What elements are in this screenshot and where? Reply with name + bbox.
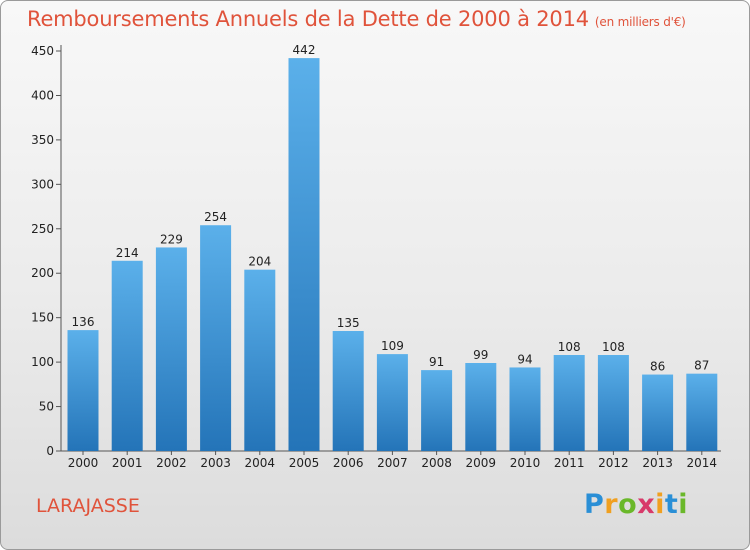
proxiti-logo: Proxiti <box>584 489 688 520</box>
data-label: 108 <box>602 340 625 354</box>
bar-2006 <box>332 331 364 451</box>
bar-2012 <box>597 355 629 451</box>
bar-2005 <box>288 58 320 451</box>
y-tick-label: 250 <box>31 222 54 236</box>
x-tick-label: 2001 <box>112 456 143 470</box>
bar-2009 <box>465 363 497 451</box>
data-label: 94 <box>517 352 532 366</box>
data-label: 229 <box>160 232 183 246</box>
data-label: 87 <box>694 359 709 373</box>
data-label: 204 <box>248 255 271 269</box>
y-tick-label: 350 <box>31 133 54 147</box>
logo-letter: x <box>637 489 656 520</box>
x-tick-label: 2004 <box>245 456 276 470</box>
bar-2007 <box>376 354 408 451</box>
bar-2003 <box>200 225 232 451</box>
y-tick-label: 0 <box>46 444 54 458</box>
data-label: 99 <box>473 348 488 362</box>
x-tick-label: 2010 <box>510 456 541 470</box>
data-label: 108 <box>558 340 581 354</box>
data-label: 136 <box>72 315 95 329</box>
bar-2010 <box>509 367 541 451</box>
data-label: 91 <box>429 355 444 369</box>
bar-2008 <box>421 370 453 451</box>
x-tick-label: 2005 <box>289 456 320 470</box>
y-tick-label: 100 <box>31 355 54 369</box>
y-tick-label: 200 <box>31 266 54 280</box>
data-label: 442 <box>293 43 316 57</box>
bars <box>67 58 718 451</box>
data-label: 135 <box>337 316 360 330</box>
bar-2014 <box>686 373 718 451</box>
commune-name: LARAJASSE <box>36 495 140 517</box>
y-tick-label: 400 <box>31 88 54 102</box>
logo-letter: t <box>664 489 679 520</box>
x-tick-label: 2007 <box>377 456 408 470</box>
data-label: 86 <box>650 360 665 374</box>
bar-2001 <box>111 260 143 451</box>
logo-letter: i <box>678 489 689 520</box>
logo-letter: o <box>618 489 638 520</box>
x-tick-label: 2000 <box>68 456 99 470</box>
chart-title: Remboursements Annuels de la Dette de 20… <box>27 7 686 31</box>
bar-2002 <box>155 247 187 451</box>
x-tick-label: 2011 <box>554 456 585 470</box>
chart-subtitle: (en milliers d'€) <box>594 15 686 29</box>
x-tick-label: 2013 <box>642 456 673 470</box>
bar-2000 <box>67 330 99 451</box>
x-tick-label: 2012 <box>598 456 629 470</box>
bar-2004 <box>244 269 276 451</box>
x-tick-label: 2008 <box>421 456 452 470</box>
y-tick-label: 300 <box>31 177 54 191</box>
logo-letter: r <box>604 489 619 520</box>
y-tick-label: 450 <box>31 44 54 58</box>
data-label: 214 <box>116 246 139 260</box>
x-tick-label: 2003 <box>200 456 231 470</box>
y-tick-label: 150 <box>31 311 54 325</box>
data-label: 254 <box>204 210 227 224</box>
logo-letter: P <box>584 489 605 520</box>
data-label: 109 <box>381 339 404 353</box>
x-tick-label: 2014 <box>687 456 718 470</box>
bar-2013 <box>642 374 674 451</box>
bar-2011 <box>553 355 585 451</box>
title-text: Remboursements Annuels de la Dette de 20… <box>27 7 589 31</box>
x-tick-label: 2006 <box>333 456 364 470</box>
y-tick-label: 50 <box>39 400 54 414</box>
axes: 0 50 100 150 200 250 300 350 400 450 2000 2001 2002 2… <box>31 44 721 470</box>
x-tick-label: 2002 <box>156 456 187 470</box>
logo-letter: i <box>655 489 665 520</box>
data-labels: 136 214 229 254 204 442 135 109 91 99 94 108 108 86 87 <box>72 43 710 373</box>
x-tick-label: 2009 <box>466 456 497 470</box>
